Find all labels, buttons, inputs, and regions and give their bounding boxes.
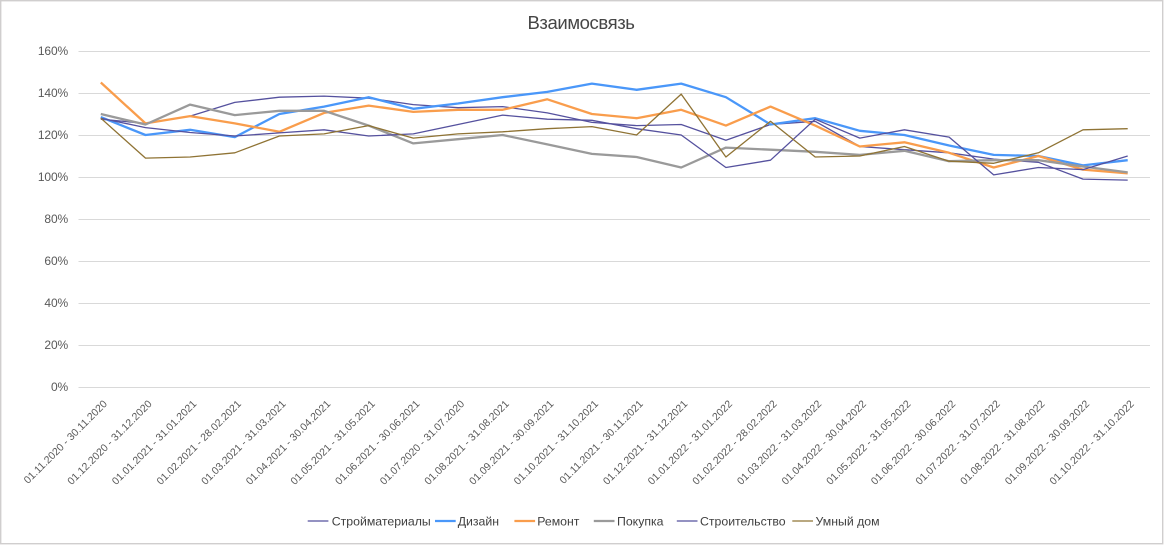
- svg-text:0%: 0%: [51, 380, 69, 394]
- svg-text:Дизайн: Дизайн: [458, 514, 499, 528]
- svg-text:20%: 20%: [44, 338, 68, 352]
- svg-text:140%: 140%: [38, 86, 69, 100]
- svg-text:60%: 60%: [44, 254, 68, 268]
- svg-text:40%: 40%: [44, 296, 68, 310]
- svg-text:120%: 120%: [38, 128, 69, 142]
- svg-text:Покупка: Покупка: [617, 514, 664, 528]
- svg-text:Ремонт: Ремонт: [537, 514, 580, 528]
- svg-text:Стройматериалы: Стройматериалы: [332, 514, 431, 528]
- svg-text:80%: 80%: [44, 212, 68, 226]
- svg-text:Строительство: Строительство: [700, 514, 786, 528]
- svg-text:Умный дом: Умный дом: [816, 514, 880, 528]
- svg-text:160%: 160%: [38, 44, 69, 58]
- svg-text:Взаимосвязь: Взаимосвязь: [527, 12, 634, 33]
- svg-text:100%: 100%: [38, 170, 69, 184]
